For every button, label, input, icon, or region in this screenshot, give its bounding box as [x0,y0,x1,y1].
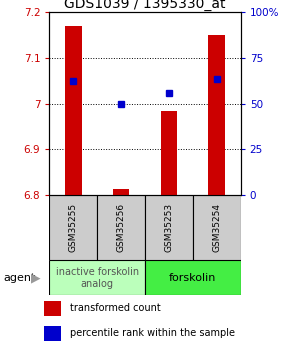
Bar [209,35,225,195]
Bar [145,195,193,260]
Text: agent: agent [3,273,35,283]
Text: inactive forskolin
analog: inactive forskolin analog [56,267,139,289]
Bar [161,111,177,195]
Bar [44,326,61,341]
Bar [145,260,241,295]
Text: GSM35255: GSM35255 [69,203,78,252]
Title: GDS1039 / 1395330_at: GDS1039 / 1395330_at [64,0,226,11]
Bar [49,195,97,260]
Bar [97,195,145,260]
Text: GSM35254: GSM35254 [212,203,221,252]
Text: GSM35253: GSM35253 [164,203,173,252]
Bar [44,301,61,316]
Text: percentile rank within the sample: percentile rank within the sample [70,328,235,338]
Text: transformed count: transformed count [70,304,160,314]
Bar [49,260,145,295]
Bar [65,26,81,195]
Text: ▶: ▶ [31,271,41,284]
Text: forskolin: forskolin [169,273,217,283]
Text: GSM35256: GSM35256 [117,203,126,252]
Bar [113,189,129,195]
Bar [193,195,241,260]
